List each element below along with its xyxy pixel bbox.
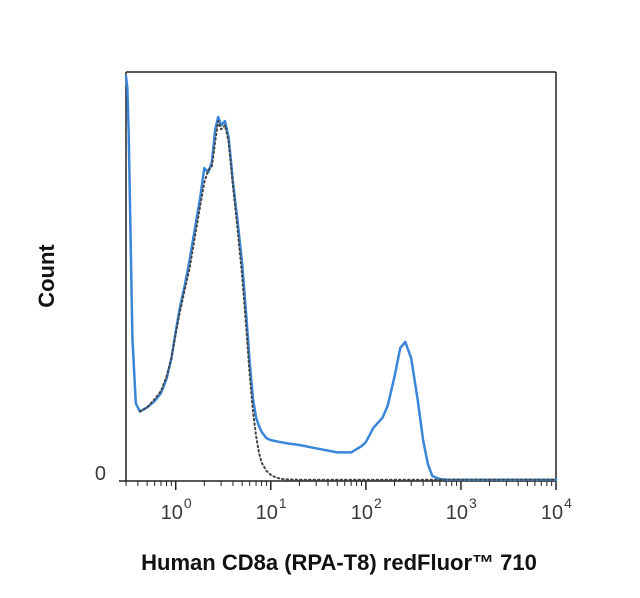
isotype-control-line [138,120,557,481]
x-tick-exponent-3: 3 [469,495,477,511]
x-tick-label-1: 10 [256,502,278,524]
x-tick-label-0: 10 [161,502,183,524]
x-axis-ticks: 10 0 10 1 10 2 10 3 10 4 [125,481,572,524]
x-axis-title: Human CD8a (RPA-T8) redFluor™ 710 [141,550,537,575]
sample-histogram-line [124,74,558,482]
series-layer [124,74,558,482]
x-tick-label-2: 10 [351,502,373,524]
y-axis-ticks: 0 [95,463,126,485]
x-tick-exponent-4: 4 [564,495,572,511]
y-tick-label-0: 0 [95,463,106,485]
x-tick-label-3: 10 [446,502,468,524]
x-tick-exponent-0: 0 [184,495,192,511]
x-tick-exponent-2: 2 [374,495,382,511]
y-axis-title: Count [34,244,59,308]
x-tick-exponent-1: 1 [279,495,287,511]
x-tick-label-4: 10 [541,502,563,524]
plot-frame [125,71,557,482]
